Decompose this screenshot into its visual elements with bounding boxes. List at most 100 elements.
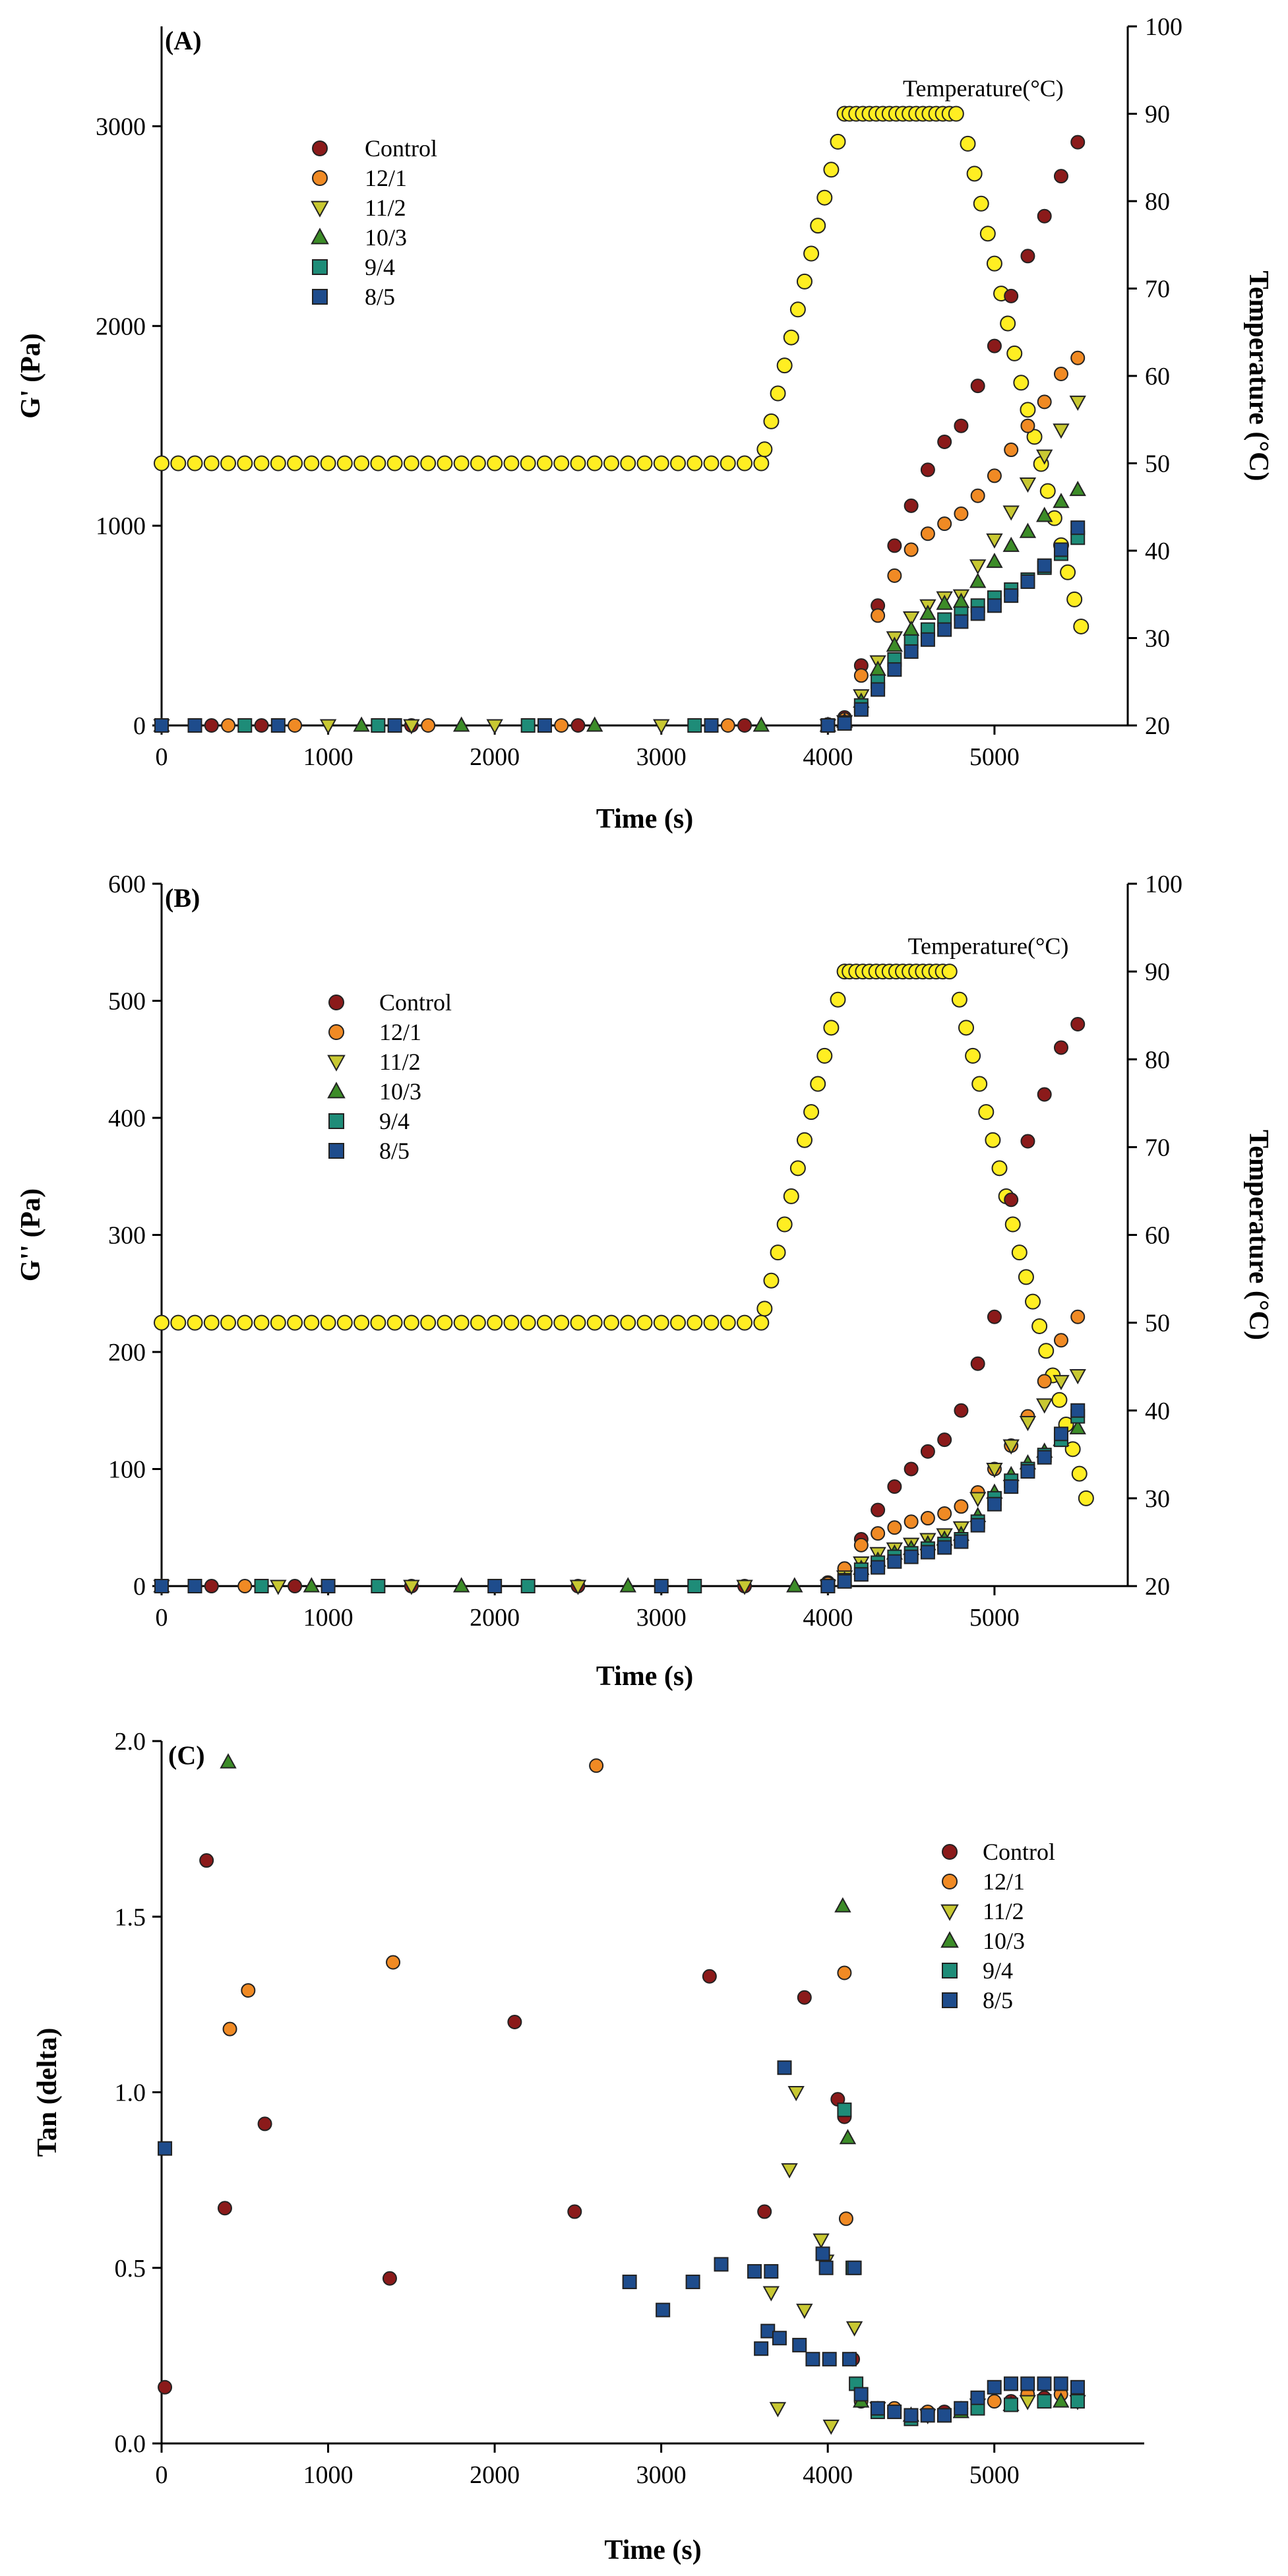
data-point (554, 718, 569, 733)
data-point (1004, 1479, 1019, 1494)
temperature-point (948, 106, 964, 122)
data-point (853, 702, 869, 717)
temperature-point (303, 1314, 320, 1331)
data-point (321, 1579, 336, 1593)
legend-label: Control (365, 135, 437, 162)
temperature-point (220, 1314, 237, 1331)
data-point (1053, 1374, 1070, 1390)
temperature-point (520, 455, 536, 472)
series-12-1 (154, 350, 1086, 733)
temperature-point (420, 455, 437, 472)
x-tick-label: 2000 (470, 2461, 520, 2489)
data-point (986, 533, 1003, 549)
temperature-point (470, 1314, 486, 1331)
data-point (954, 2401, 969, 2416)
temperature-point (1073, 618, 1089, 634)
temperature-point (1060, 564, 1076, 580)
data-point (954, 506, 969, 521)
data-point (853, 668, 869, 683)
data-point (1020, 574, 1035, 589)
data-point (1069, 395, 1086, 411)
x-axis-title: Time (s) (604, 2535, 701, 2565)
data-point (403, 1579, 420, 1595)
temperature-point (520, 1314, 536, 1331)
temperature-point (270, 455, 286, 472)
temperature-point (687, 455, 703, 472)
data-point (987, 2379, 1002, 2395)
data-point (1020, 1464, 1035, 1479)
legend-label: 12/1 (379, 1019, 421, 1045)
data-point (154, 718, 169, 733)
data-point (1037, 558, 1052, 573)
temperature-point (1025, 1293, 1041, 1310)
data-point (1070, 520, 1086, 536)
data-point (902, 611, 920, 627)
data-point (969, 1492, 987, 1508)
temperature-point (386, 1314, 403, 1331)
temperature-point (170, 455, 187, 472)
data-point (839, 2129, 857, 2145)
temperature-point (776, 357, 793, 374)
y-tick-label: 2000 (96, 313, 146, 340)
temperature-point (1004, 1216, 1021, 1233)
data-point (904, 1514, 919, 1529)
legend-marker (942, 1844, 958, 1860)
legend-marker (940, 1904, 959, 1921)
temperature-point (287, 1314, 303, 1331)
temperature-point (1066, 591, 1083, 607)
data-point (1069, 1369, 1086, 1385)
temperature-point (783, 329, 799, 346)
temperature-point (756, 1301, 773, 1317)
y2-tick-label: 100 (1145, 871, 1182, 898)
temperature-point (536, 455, 553, 472)
data-point (619, 1577, 636, 1593)
series-Control (154, 135, 1086, 733)
data-point (254, 718, 269, 733)
y2-tick-label: 50 (1145, 450, 1170, 478)
series-11-2 (153, 395, 1086, 735)
temperature-point (620, 1314, 636, 1331)
data-point (1053, 2376, 1068, 2391)
temperature-point (553, 1314, 570, 1331)
x-tick-label: 4000 (803, 1604, 853, 1632)
legend-label: Control (983, 1839, 1055, 1865)
data-point (887, 568, 902, 583)
y-tick-label: 100 (108, 1456, 146, 1484)
data-point (1037, 208, 1052, 224)
data-point (1070, 1403, 1086, 1418)
data-point (871, 1502, 886, 1518)
data-point (820, 1579, 836, 1593)
legend-label: 11/2 (365, 195, 406, 221)
data-point (902, 621, 920, 636)
data-point (653, 719, 670, 735)
data-point (1002, 536, 1020, 552)
data-point (221, 718, 236, 733)
y-tick-label: 400 (108, 1105, 146, 1132)
data-point (371, 1579, 386, 1593)
data-point (486, 719, 503, 735)
legend-label: 8/5 (379, 1138, 410, 1164)
temperature-point (830, 991, 846, 1008)
temperature-point (810, 218, 826, 234)
temperature-point (1026, 429, 1043, 445)
data-point (1037, 1450, 1052, 1465)
data-point (1070, 350, 1086, 365)
temperature-point (951, 991, 967, 1008)
y2-tick-label: 60 (1145, 1222, 1170, 1250)
data-point (1053, 366, 1068, 381)
temperature-point (653, 455, 669, 472)
legend-label: 12/1 (983, 1868, 1025, 1895)
temperature-point (737, 455, 753, 472)
data-point (887, 662, 902, 677)
data-point (567, 2204, 582, 2219)
x-tick-label: 3000 (636, 743, 687, 771)
temperature-point (253, 1314, 270, 1331)
temperature-annotation: Temperature(°C) (903, 75, 1064, 102)
temperature-point (1011, 1244, 1027, 1261)
y2-tick-label: 40 (1145, 1397, 1170, 1425)
data-point (786, 1577, 803, 1593)
data-point (452, 716, 470, 732)
temperature-point (958, 1020, 974, 1036)
data-point (853, 1537, 869, 1552)
data-point (920, 1444, 935, 1459)
